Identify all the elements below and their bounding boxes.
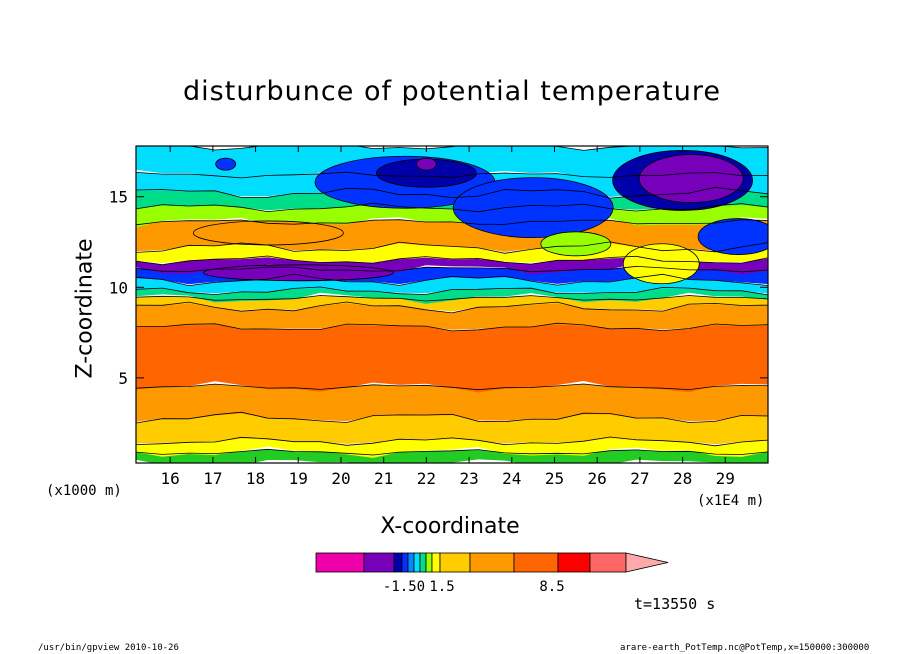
colorbar-segment <box>315 552 365 573</box>
contour-band <box>136 302 768 330</box>
contour-line <box>136 265 768 273</box>
contour-feature <box>697 218 768 255</box>
x-axis-label: X-coordinate <box>380 514 520 539</box>
x-unit-left: (x1000 m) <box>46 483 122 499</box>
contour-line <box>162 146 768 151</box>
x-tick-label: 26 <box>588 469 607 488</box>
contour-band <box>136 449 768 463</box>
colorbar-label: -1.50 <box>383 579 425 595</box>
x-tick-label: 22 <box>417 469 436 488</box>
contour-line <box>136 448 768 456</box>
y-axis-label: Z-coordinate <box>72 238 98 379</box>
colorbar-label: 8.5 <box>539 579 564 595</box>
x-tick-label: 28 <box>673 469 692 488</box>
program-info: /usr/bin/gpview 2010-10-26 <box>38 643 179 653</box>
contour-line <box>136 171 768 179</box>
contour-line <box>136 436 768 447</box>
contour-line <box>136 383 768 391</box>
source-info: arare-earth_PotTemp.nc@PotTemp,x=150000:… <box>620 643 870 653</box>
x-axis-ticks: 16 17 18 19 20 21 22 23 24 25 26 27 28 29 <box>161 146 735 488</box>
colorbar-segment <box>401 552 409 573</box>
contour-line <box>136 202 768 213</box>
x-tick-label: 27 <box>630 469 649 488</box>
contour-band <box>136 384 768 422</box>
x-tick-label: 29 <box>716 469 735 488</box>
colorbar-segment <box>589 552 627 573</box>
contour-feature <box>202 264 394 282</box>
colorbar-segment <box>439 552 471 573</box>
colorbar-segment <box>363 552 395 573</box>
contour-feature <box>622 243 700 285</box>
contour-line <box>136 301 768 314</box>
x-tick-label: 19 <box>289 469 308 488</box>
x-unit-right: (x1E4 m) <box>697 493 765 509</box>
colorbar-segment <box>469 552 515 573</box>
x-tick-label: 25 <box>545 469 564 488</box>
contour-line <box>136 273 768 287</box>
contour-feature <box>638 154 744 204</box>
colorbar-label: 1.5 <box>429 579 454 595</box>
contour-line <box>136 322 768 332</box>
colorbar-segment <box>513 552 559 573</box>
contour-feature <box>192 220 344 246</box>
colorbar-extend-arrow <box>625 552 669 573</box>
contour-line <box>136 286 768 296</box>
x-tick-label: 18 <box>246 469 265 488</box>
colorbar-segment <box>425 552 433 573</box>
contour-feature <box>415 157 437 171</box>
x-tick-label: 21 <box>374 469 393 488</box>
y-tick-label: 5 <box>118 369 128 388</box>
contour-band <box>136 323 768 393</box>
time-label: t=13550 s <box>634 595 716 613</box>
contour-line <box>136 411 768 424</box>
colorbar-segment <box>413 552 421 573</box>
contour-line <box>136 241 768 254</box>
y-tick-label: 10 <box>109 278 128 297</box>
contour-line <box>136 219 768 226</box>
colorbar-segment <box>407 552 415 573</box>
colorbar-segment <box>557 552 591 573</box>
x-tick-label: 23 <box>459 469 478 488</box>
contour-line <box>136 186 768 199</box>
x-tick-label: 24 <box>502 469 521 488</box>
contour-feature <box>540 231 612 257</box>
x-tick-label: 16 <box>161 469 180 488</box>
contour-lines <box>136 146 768 456</box>
chart-title: disturbunce of potential temperature <box>183 76 721 107</box>
contour-line <box>136 295 768 302</box>
contour-line <box>136 255 768 266</box>
x-tick-label: 20 <box>331 469 350 488</box>
x-tick-label: 17 <box>203 469 222 488</box>
y-tick-label: 15 <box>109 188 128 207</box>
contour-band <box>136 412 768 445</box>
colorbar-segment <box>431 552 441 573</box>
colorbar: -1.50 1.5 8.5 <box>315 552 669 595</box>
contour-feature <box>215 157 237 171</box>
contour-band <box>136 437 768 458</box>
y-axis-ticks: 5 10 15 <box>109 188 768 388</box>
contour-feature <box>452 177 614 238</box>
colorbar-segment <box>393 552 403 573</box>
plot-frame <box>135 145 769 464</box>
contour-band <box>136 287 768 304</box>
colorbar-segment <box>419 552 427 573</box>
